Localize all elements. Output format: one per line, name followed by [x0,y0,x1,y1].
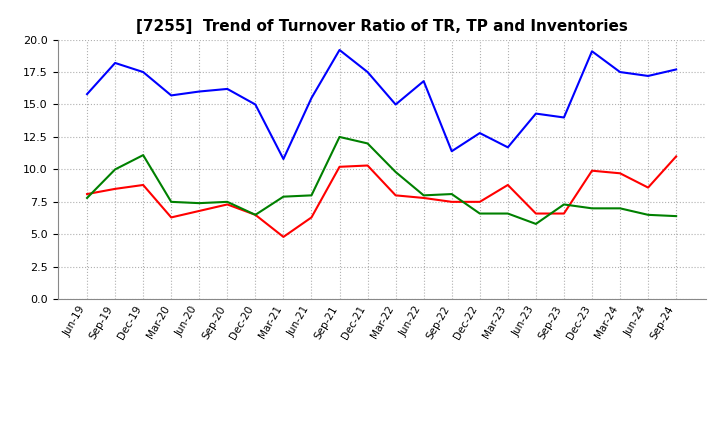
Trade Receivables [251,212,260,217]
Trade Receivables [167,215,176,220]
Trade Payables [167,93,176,98]
Inventories [223,199,232,205]
Trade Payables [111,60,120,66]
Trade Payables [503,145,512,150]
Trade Receivables [616,171,624,176]
Trade Payables [419,78,428,84]
Inventories [475,211,484,216]
Trade Receivables [336,164,344,169]
Inventories [503,211,512,216]
Inventories [531,221,540,227]
Trade Payables [83,92,91,97]
Trade Receivables [83,191,91,197]
Trade Receivables [475,199,484,205]
Inventories [391,169,400,175]
Inventories [307,193,316,198]
Trade Receivables [644,185,652,190]
Trade Receivables [503,182,512,187]
Trade Payables [251,102,260,107]
Inventories [139,153,148,158]
Inventories [195,201,204,206]
Trade Payables [195,89,204,94]
Inventories [419,193,428,198]
Trade Receivables [139,182,148,187]
Trade Receivables [223,202,232,207]
Trade Payables [559,115,568,120]
Inventories [644,212,652,217]
Trade Receivables [307,215,316,220]
Trade Receivables [111,186,120,191]
Trade Receivables [391,193,400,198]
Trade Payables [223,86,232,92]
Title: [7255]  Trend of Turnover Ratio of TR, TP and Inventories: [7255] Trend of Turnover Ratio of TR, TP… [135,19,628,34]
Line: Trade Payables: Trade Payables [87,50,676,159]
Trade Receivables [559,211,568,216]
Trade Payables [391,102,400,107]
Inventories [167,199,176,205]
Inventories [616,205,624,211]
Inventories [559,202,568,207]
Trade Payables [447,149,456,154]
Trade Payables [672,67,680,72]
Trade Payables [644,73,652,79]
Trade Payables [475,130,484,136]
Inventories [83,195,91,201]
Trade Receivables [419,195,428,201]
Trade Payables [616,70,624,75]
Line: Inventories: Inventories [87,137,676,224]
Trade Payables [279,156,288,161]
Trade Receivables [531,211,540,216]
Trade Payables [307,95,316,101]
Inventories [279,194,288,199]
Trade Payables [588,49,596,54]
Inventories [672,213,680,219]
Inventories [251,212,260,217]
Trade Receivables [588,168,596,173]
Inventories [364,141,372,146]
Inventories [336,134,344,139]
Trade Payables [336,48,344,53]
Trade Payables [531,111,540,116]
Trade Payables [364,70,372,75]
Inventories [588,205,596,211]
Trade Receivables [195,208,204,213]
Line: Trade Receivables: Trade Receivables [87,156,676,237]
Inventories [111,167,120,172]
Trade Receivables [279,234,288,239]
Trade Receivables [447,199,456,205]
Trade Payables [139,70,148,75]
Trade Receivables [672,154,680,159]
Trade Receivables [364,163,372,168]
Inventories [447,191,456,197]
